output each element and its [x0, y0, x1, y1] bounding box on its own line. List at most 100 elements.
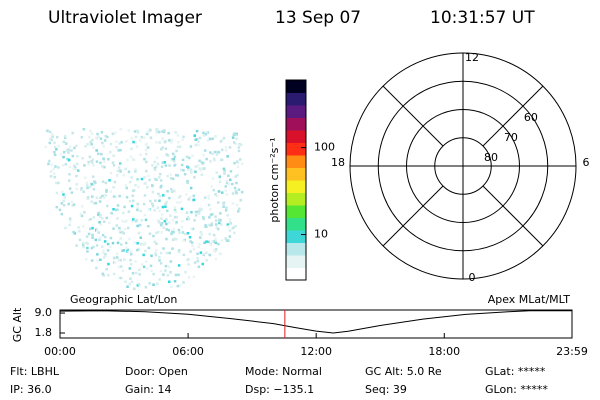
pixel: [57, 181, 60, 185]
pixel: [175, 215, 179, 219]
pixel: [232, 226, 235, 229]
pixel: [139, 153, 142, 156]
pixel: [177, 264, 181, 267]
pixel: [104, 252, 107, 256]
pixel: [171, 177, 175, 181]
pixel: [222, 201, 226, 205]
status-field: GC Alt: 5.0 Re: [365, 365, 442, 378]
pixel: [151, 184, 154, 187]
pixel: [134, 168, 137, 171]
pixel: [102, 274, 105, 277]
pixel: [188, 156, 191, 160]
pixel: [225, 180, 229, 183]
pixel: [239, 158, 242, 161]
pixel: [125, 241, 128, 245]
pixel: [58, 208, 62, 212]
pixel: [136, 242, 139, 245]
pixel: [144, 249, 147, 253]
pixel: [132, 189, 136, 192]
pixel: [211, 152, 214, 156]
pixel: [123, 227, 127, 231]
pixel: [116, 204, 120, 207]
pixel: [187, 216, 190, 219]
pixel: [92, 216, 96, 219]
pixel: [73, 164, 76, 168]
pixel: [130, 176, 133, 179]
pixel: [95, 196, 99, 199]
pixel: [69, 219, 72, 223]
pixel: [233, 186, 237, 190]
pixel: [82, 244, 85, 247]
polar-ring-label: 60: [524, 111, 538, 124]
pixel: [158, 199, 161, 202]
pixel: [112, 186, 115, 189]
pixel: [56, 135, 59, 139]
pixel: [177, 140, 180, 144]
pixel: [170, 141, 173, 144]
pixel: [125, 140, 128, 143]
pixel: [72, 203, 76, 206]
pixel: [104, 235, 107, 239]
pixel: [198, 242, 201, 246]
pixel: [202, 167, 205, 170]
title: Ultraviolet Imager: [48, 8, 202, 28]
pixel: [236, 160, 239, 163]
pixel: [100, 152, 103, 156]
pixel: [164, 202, 167, 206]
pixel: [218, 221, 221, 225]
pixel: [85, 258, 88, 261]
pixel: [106, 135, 109, 139]
pixel: [59, 153, 63, 156]
pixel: [208, 253, 212, 257]
pixel: [112, 154, 115, 157]
pixel: [151, 204, 155, 208]
pixel: [129, 277, 132, 280]
colorbar-segment: [286, 80, 306, 93]
pixel: [116, 169, 120, 173]
pixel: [77, 169, 80, 172]
pixel: [172, 152, 175, 156]
pixel: [177, 249, 181, 252]
pixel: [158, 278, 161, 281]
pixel: [154, 252, 157, 255]
pixel: [119, 276, 123, 280]
pixel: [168, 280, 171, 283]
pixel: [144, 148, 148, 152]
pixel: [205, 131, 208, 134]
pixel: [166, 274, 170, 277]
pixel: [240, 190, 244, 194]
pixel: [237, 146, 241, 149]
pixel: [130, 250, 133, 253]
polar-diagonal: [482, 85, 544, 147]
polar-ring-label: 80: [484, 151, 498, 164]
pixel: [123, 205, 126, 209]
pixel: [121, 219, 124, 223]
pixel: [99, 213, 102, 217]
pixel: [101, 233, 105, 237]
pixel: [183, 173, 187, 176]
pixel: [137, 231, 141, 235]
pixel: [155, 131, 159, 134]
pixel: [134, 220, 138, 223]
pixel: [70, 200, 74, 204]
status-field: Seq: 39: [365, 383, 407, 396]
pixel: [226, 214, 229, 217]
pixel: [209, 151, 212, 154]
pixel: [161, 205, 165, 209]
pixel: [226, 223, 230, 226]
pixel: [119, 162, 122, 165]
pixel: [77, 226, 80, 229]
pixel: [216, 201, 220, 204]
pixel: [53, 172, 56, 176]
pixel: [51, 132, 54, 136]
pixel: [211, 240, 214, 243]
pixel: [75, 187, 78, 190]
pixel: [129, 258, 132, 262]
pixel: [70, 191, 74, 194]
pixel: [135, 145, 139, 148]
pixel: [90, 143, 93, 146]
pixel: [202, 217, 205, 221]
pixel: [167, 229, 171, 232]
pixel: [205, 225, 208, 228]
